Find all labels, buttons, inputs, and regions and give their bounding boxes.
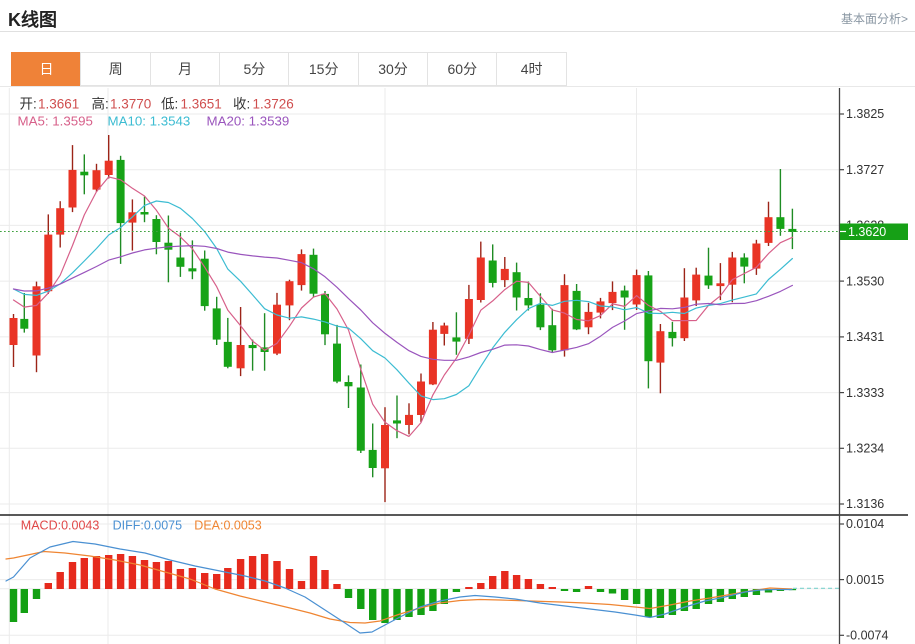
svg-text:MACD:0.0043: MACD:0.0043	[21, 519, 100, 533]
svg-text:1.3770: 1.3770	[110, 97, 151, 112]
svg-text:1.3234: 1.3234	[846, 442, 884, 456]
svg-text:0.0015: 0.0015	[846, 573, 884, 587]
svg-text:1.3727: 1.3727	[846, 163, 884, 177]
svg-text:1.3620: 1.3620	[848, 225, 886, 239]
svg-text:1.3825: 1.3825	[846, 107, 884, 121]
svg-text:1.3136: 1.3136	[846, 497, 884, 511]
svg-text:1.3431: 1.3431	[846, 330, 884, 344]
svg-text:1.3530: 1.3530	[846, 274, 884, 288]
svg-text:1.3333: 1.3333	[846, 386, 884, 400]
svg-text:MA5: 1.3595: MA5: 1.3595	[18, 114, 93, 129]
svg-text:1.3726: 1.3726	[253, 97, 294, 112]
svg-text:DIFF:0.0075: DIFF:0.0075	[113, 519, 183, 533]
svg-text:1.3651: 1.3651	[181, 97, 222, 112]
svg-text:DEA:0.0053: DEA:0.0053	[194, 519, 261, 533]
svg-text:1.3661: 1.3661	[38, 97, 79, 112]
svg-text:低:: 低:	[161, 97, 178, 112]
svg-text:0.0104: 0.0104	[846, 517, 884, 531]
svg-text:MA10: 1.3543: MA10: 1.3543	[108, 114, 191, 129]
svg-text:MA20: 1.3539: MA20: 1.3539	[207, 114, 290, 129]
svg-text:开:: 开:	[20, 97, 37, 112]
svg-text:高:: 高:	[92, 96, 109, 112]
svg-text:-0.0074: -0.0074	[846, 629, 888, 643]
svg-text:收:: 收:	[233, 97, 250, 112]
